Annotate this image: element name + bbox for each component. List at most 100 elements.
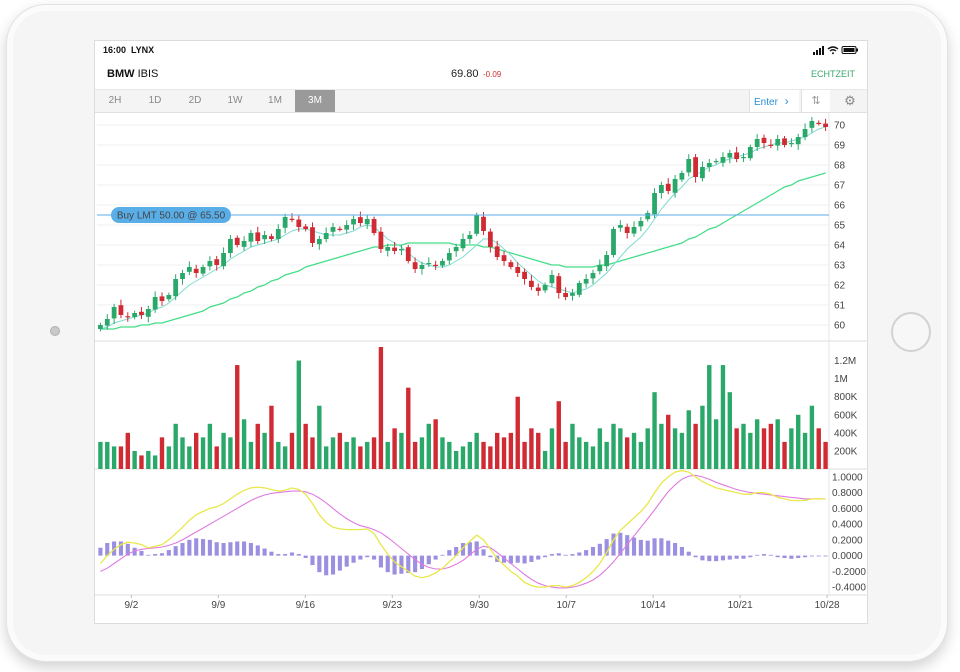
macd-histogram-bar xyxy=(419,555,425,570)
camera-dot xyxy=(50,326,60,336)
tab-1d[interactable]: 1D xyxy=(148,95,162,106)
x-tick-label: 10/28 xyxy=(815,600,840,611)
gear-icon[interactable]: ⚙ xyxy=(844,93,856,108)
volume-bar xyxy=(125,432,130,469)
volume-bar xyxy=(358,446,363,469)
candle-body xyxy=(501,255,507,261)
volume-bar xyxy=(317,405,322,469)
macd-histogram-bar xyxy=(508,555,513,564)
volume-bar xyxy=(583,441,589,469)
volume-bar xyxy=(303,423,308,469)
chart-area[interactable]: 70 69 68 67 66 65 64 63 62 61 60 Buy LMT 50.00 @ 65… xyxy=(95,113,867,623)
sort-arrows-icon[interactable]: ⇅ xyxy=(801,90,830,112)
macd-histogram-bar xyxy=(686,551,691,556)
candle-body xyxy=(508,262,514,267)
volume-bar xyxy=(385,441,390,469)
candle-body xyxy=(405,247,411,261)
tab-1w[interactable]: 1W xyxy=(227,95,243,106)
price-tick-label: 67 xyxy=(834,181,846,192)
volume-bar xyxy=(453,450,459,469)
macd-histogram-bar xyxy=(146,554,151,556)
macd-histogram-bar xyxy=(221,543,226,556)
home-button[interactable] xyxy=(891,312,931,352)
volume-bar xyxy=(221,432,226,469)
volume-bar xyxy=(700,405,705,469)
tab-2h[interactable]: 2H xyxy=(108,95,122,106)
macd-histogram-bar xyxy=(200,539,206,556)
volume-bar xyxy=(467,441,473,469)
macd-histogram-bar xyxy=(194,538,199,556)
candle-body xyxy=(570,293,575,296)
macd-histogram-bar xyxy=(536,555,541,560)
volume-bar xyxy=(255,423,260,469)
enter-button[interactable]: Enter › xyxy=(749,90,799,112)
macd-histogram-bar xyxy=(652,538,657,556)
candle-body xyxy=(364,219,370,225)
macd-histogram-bar xyxy=(242,541,247,556)
symbol-exchange: IBIS xyxy=(137,68,159,80)
candle-body xyxy=(303,226,309,229)
candle-body xyxy=(487,231,493,247)
candle-body xyxy=(658,185,664,193)
app-screen: 16:00 LYNX BMW IBIS 69.80 xyxy=(94,40,868,624)
volume-bar xyxy=(337,432,343,469)
volume-bar xyxy=(146,450,151,469)
macd-histogram-bar xyxy=(816,555,821,557)
tab-1m[interactable]: 1M xyxy=(268,95,282,106)
volume-bar xyxy=(310,437,315,469)
volume-bar xyxy=(796,414,801,469)
volume-bar xyxy=(481,441,486,469)
macd-histogram-bar xyxy=(543,555,548,558)
instrument-name[interactable]: BMW IBIS xyxy=(107,68,158,80)
status-carrier: LYNX xyxy=(131,45,155,55)
volume-bar xyxy=(734,428,739,469)
candle-body xyxy=(563,293,569,297)
volume-bar xyxy=(262,432,267,469)
candle-body xyxy=(795,137,801,145)
volume-bar xyxy=(111,446,117,469)
candle-body xyxy=(166,295,172,300)
macd-histogram-bar xyxy=(570,554,575,556)
candle-body xyxy=(529,280,534,287)
candle-body xyxy=(357,217,363,223)
macd-histogram-bar xyxy=(337,555,342,571)
volume-bar xyxy=(159,437,165,469)
volume-bar xyxy=(542,450,548,469)
macd-tick-label: 0.0000 xyxy=(832,551,863,562)
volume-bar xyxy=(549,428,555,469)
macd-histogram-bar xyxy=(214,542,219,556)
candle-body xyxy=(173,279,179,297)
macd-histogram-bar xyxy=(173,546,178,556)
volume-bar xyxy=(426,423,431,469)
candle-body xyxy=(330,227,336,232)
price-tick-label: 70 xyxy=(834,121,846,132)
macd-histogram-bar xyxy=(118,541,123,556)
candle-body xyxy=(665,183,671,191)
volume-bar xyxy=(754,419,760,469)
tab-3m[interactable]: 3M xyxy=(295,90,335,112)
macd-histogram-bar xyxy=(755,554,760,556)
candle-body xyxy=(734,152,740,159)
candle-body xyxy=(809,121,815,128)
volume-bar xyxy=(618,428,623,469)
candle-body xyxy=(693,157,698,177)
candle-body xyxy=(672,179,678,193)
candle-body xyxy=(378,231,384,249)
candle-body xyxy=(98,325,103,329)
candle-body xyxy=(193,268,199,273)
candle-body xyxy=(494,246,500,257)
macd-histogram-bar xyxy=(714,555,719,562)
candle-body xyxy=(535,287,541,291)
volume-bar xyxy=(741,423,746,469)
instrument-header: BMW IBIS 69.80 -0.09 ECHTZEIT xyxy=(95,59,867,90)
x-tick-label: 9/2 xyxy=(124,600,138,611)
timeframe-bar: 2H 1D 2D 1W 1M 3M Enter › ⇅ ⚙ xyxy=(95,90,867,113)
volume-bar xyxy=(241,419,247,469)
volume-bar xyxy=(214,446,219,469)
candle-body xyxy=(638,221,644,227)
candle-body xyxy=(248,233,254,242)
tab-2d[interactable]: 2D xyxy=(188,95,202,106)
candle-body xyxy=(337,228,343,230)
macd-histogram-bar xyxy=(330,555,336,575)
order-label-pill[interactable] xyxy=(111,207,231,223)
